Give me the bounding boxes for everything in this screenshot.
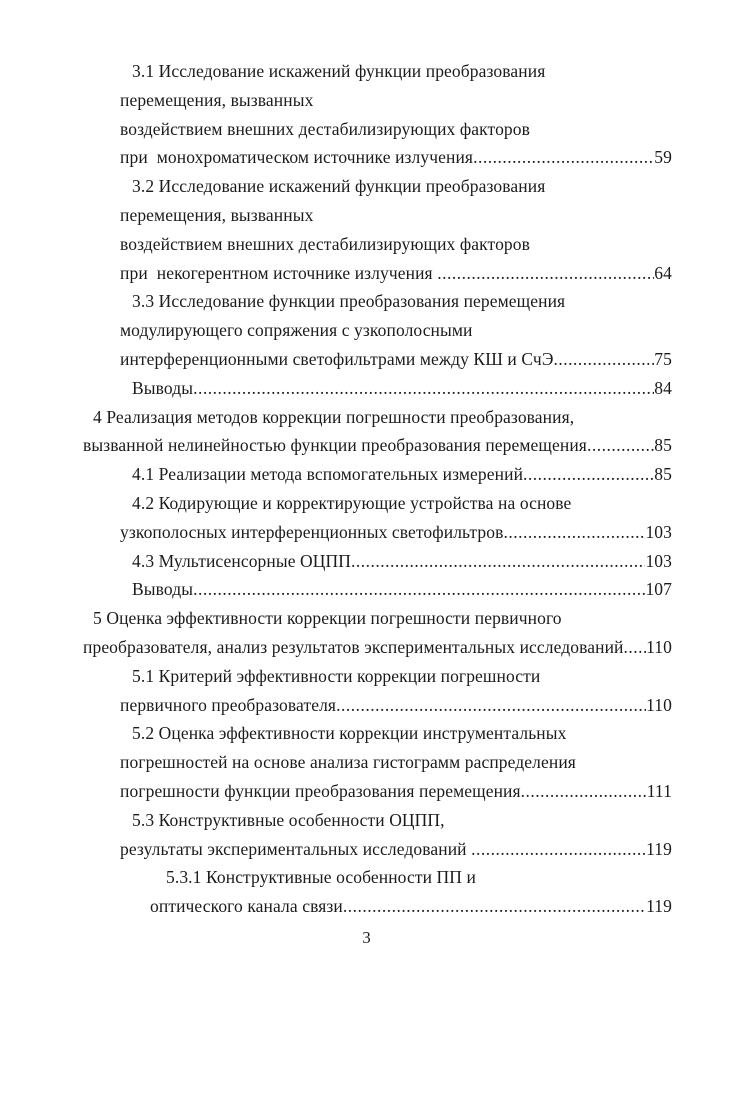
toc-line: воздействием внешних дестабилизирующих ф… — [120, 230, 672, 259]
toc-line: вызванной нелинейностью функции преобраз… — [83, 431, 672, 460]
toc-entry-text: воздействием внешних дестабилизирующих ф… — [120, 118, 530, 139]
toc-entry-text: воздействием внешних дестабилизирующих ф… — [120, 233, 530, 254]
dot-leader — [336, 691, 646, 720]
dot-leader — [521, 777, 647, 806]
toc-line: преобразователя, анализ результатов эксп… — [83, 633, 672, 662]
toc-entry-text: при монохроматическом источнике излучени… — [120, 147, 474, 168]
toc-entry-text: 4 Реализация методов коррекции погрешнос… — [93, 406, 575, 427]
toc-page-ref: 59 — [654, 147, 672, 168]
toc-entry-text: 3.2 Исследование искажений функции преоб… — [132, 176, 546, 197]
toc-entry-text: 3.3 Исследование функции преобразования … — [132, 291, 566, 312]
toc-line: узкополосных интерференционных светофиль… — [120, 518, 672, 547]
toc-page-ref: 85 — [654, 464, 672, 485]
toc-line: 3.3 Исследование функции преобразования … — [132, 287, 672, 316]
toc-page-ref: 119 — [646, 838, 672, 859]
dot-leader — [351, 547, 645, 576]
dot-leader — [471, 835, 646, 864]
toc-entry-text: перемещения, вызванных — [120, 204, 314, 225]
toc-entry-text: 4.2 Кодирующие и корректирующие устройст… — [132, 492, 572, 513]
toc-entry-text: модулирующего сопряжения с узкополосными — [120, 320, 473, 341]
toc-page-ref: 103 — [645, 550, 672, 571]
toc-line: перемещения, вызванных — [120, 86, 672, 115]
toc-page-ref: 107 — [645, 579, 672, 600]
dot-leader — [473, 143, 654, 172]
toc-entry-text: вызванной нелинейностью функции преобраз… — [83, 435, 587, 456]
toc-entry-text: Выводы — [132, 377, 194, 398]
toc-entry-text: первичного преобразователя — [120, 694, 337, 715]
dot-leader — [587, 431, 654, 460]
toc-page-ref: 111 — [646, 780, 672, 801]
toc-line: 5.3 Конструктивные особенности ОЦПП, — [132, 806, 672, 835]
toc-page-ref: 75 — [654, 348, 672, 369]
toc-line: 5.2 Оценка эффективности коррекции инстр… — [132, 719, 672, 748]
dot-leader — [503, 518, 645, 547]
dot-leader — [343, 892, 646, 921]
toc-entry-text: Выводы — [132, 579, 194, 600]
toc-line: 4.2 Кодирующие и корректирующие устройст… — [132, 489, 672, 518]
toc-page-ref: 119 — [646, 896, 672, 917]
document-page: 3.1 Исследование искажений функции преоб… — [0, 0, 733, 921]
toc-line: Выводы 107 — [132, 575, 672, 604]
table-of-contents: 3.1 Исследование искажений функции преоб… — [0, 0, 733, 921]
toc-page-ref: 103 — [645, 521, 672, 542]
dot-leader — [193, 374, 654, 403]
dot-leader — [553, 345, 654, 374]
toc-line: 3.2 Исследование искажений функции преоб… — [132, 172, 672, 201]
toc-line: 5 Оценка эффективности коррекции погрешн… — [93, 604, 672, 633]
toc-line: 5.3.1 Конструктивные особенности ПП и — [166, 863, 672, 892]
toc-entry-text: 4.1 Реализации метода вспомогательных из… — [132, 464, 524, 485]
toc-line: Выводы 84 — [132, 374, 672, 403]
dot-leader — [624, 633, 647, 662]
toc-entry-text: узкополосных интерференционных светофиль… — [120, 521, 504, 542]
dot-leader — [523, 460, 654, 489]
toc-entry-text: 5.3 Конструктивные особенности ОЦПП, — [132, 809, 445, 830]
toc-page-ref: 84 — [654, 377, 672, 398]
toc-line: погрешности функции преобразования перем… — [120, 777, 672, 806]
toc-line: перемещения, вызванных — [120, 201, 672, 230]
toc-entry-text: 3.1 Исследование искажений функции преоб… — [132, 61, 546, 81]
dot-leader — [193, 575, 645, 604]
toc-entry-text: 5 Оценка эффективности коррекции погрешн… — [93, 608, 562, 629]
toc-entry-text: перемещения, вызванных — [120, 89, 314, 110]
toc-line: интерференционными светофильтрами между … — [120, 345, 672, 374]
toc-line: результаты экспериментальных исследовани… — [120, 835, 672, 864]
toc-entry-text: 5.2 Оценка эффективности коррекции инстр… — [132, 723, 567, 744]
toc-line: 4.1 Реализации метода вспомогательных из… — [132, 460, 672, 489]
toc-line: при монохроматическом источнике излучени… — [120, 143, 672, 172]
toc-page-ref: 85 — [654, 435, 672, 456]
toc-entry-text: при некогерентном источнике излучения — [120, 262, 438, 283]
toc-entry-text: результаты экспериментальных исследовани… — [120, 838, 472, 859]
toc-line: 5.1 Критерий эффективности коррекции пог… — [132, 662, 672, 691]
toc-line: 4.3 Мультисенсорные ОЦПП 103 — [132, 547, 672, 576]
toc-entry-text: 4.3 Мультисенсорные ОЦПП — [132, 550, 352, 571]
toc-entry-text: оптического канала связи — [150, 896, 343, 917]
toc-line: первичного преобразователя 110 — [120, 691, 672, 720]
toc-line: модулирующего сопряжения с узкополосными — [120, 316, 672, 345]
toc-page-ref: 110 — [646, 694, 672, 715]
toc-page-ref: 110 — [646, 636, 672, 657]
dot-leader — [437, 259, 654, 288]
toc-entry-text: погрешности функции преобразования перем… — [120, 780, 521, 801]
toc-entry-text: преобразователя, анализ результатов эксп… — [83, 636, 624, 657]
toc-line: 3.1 Исследование искажений функции преоб… — [132, 57, 672, 86]
toc-line: оптического канала связи 119 — [150, 892, 672, 921]
toc-entry-text: погрешностей на основе анализа гистограм… — [120, 752, 576, 773]
toc-line: 4 Реализация методов коррекции погрешнос… — [93, 403, 672, 432]
toc-entry-text: интерференционными светофильтрами между … — [120, 348, 554, 369]
toc-page-ref: 64 — [654, 262, 672, 283]
toc-entry-text: 5.1 Критерий эффективности коррекции пог… — [132, 665, 541, 686]
toc-entry-text: 5.3.1 Конструктивные особенности ПП и — [166, 867, 476, 888]
page-number: 3 — [362, 928, 371, 947]
toc-line: воздействием внешних дестабилизирующих ф… — [120, 115, 672, 144]
toc-line: при некогерентном источнике излучения 64 — [120, 259, 672, 288]
toc-line: погрешностей на основе анализа гистограм… — [120, 748, 672, 777]
